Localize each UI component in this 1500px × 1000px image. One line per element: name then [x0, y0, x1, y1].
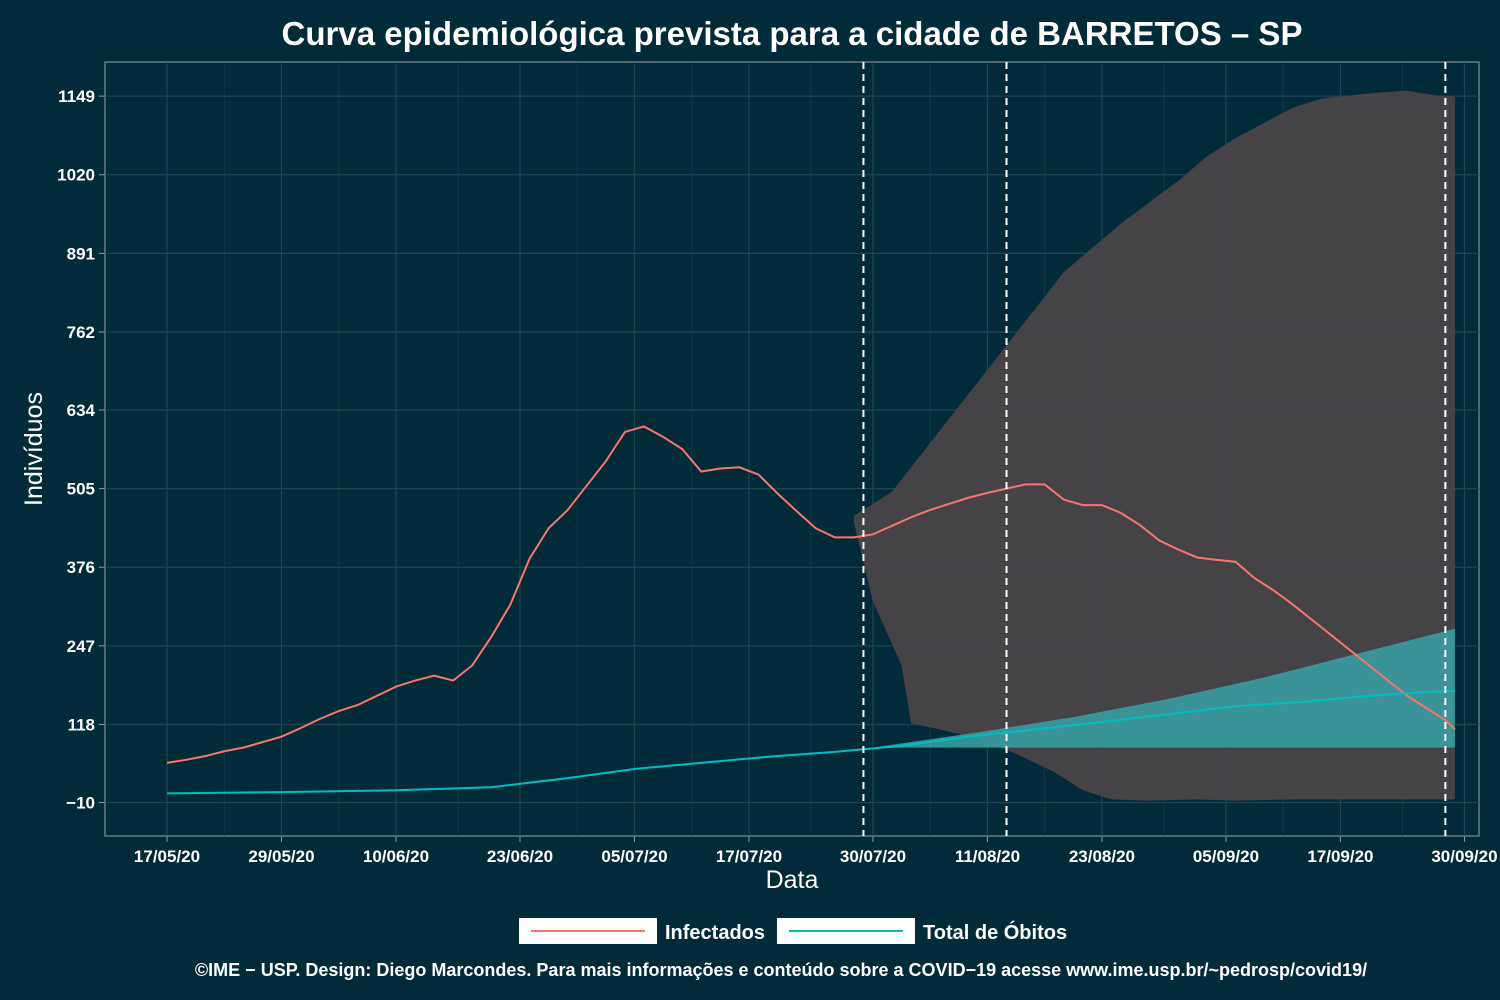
y-axis-ticks: −10 118 247 376 505 634 762 891 1020 1149: [57, 87, 105, 812]
x-tick-label: 30/09/20: [1431, 847, 1497, 866]
series-line-infectados: [166, 425, 1456, 764]
legend-label-obitos: Total de Óbitos: [923, 920, 1067, 944]
reference-lines: [862, 62, 1447, 836]
y-tick-label: 762: [67, 323, 95, 342]
y-tick-label: 1020: [57, 166, 95, 185]
y-axis-title: Indivíduos: [20, 392, 48, 506]
confidence-bands: [853, 90, 1455, 801]
x-tick-label: 05/09/20: [1193, 847, 1259, 866]
band-infectados: [853, 90, 1455, 801]
x-tick-label: 05/07/20: [601, 847, 667, 866]
x-axis-title: Data: [766, 866, 819, 894]
y-tick-label: −10: [66, 793, 95, 812]
x-tick-label: 10/06/20: [363, 847, 429, 866]
legend-label-infectados: Infectados: [665, 922, 765, 944]
x-tick-label: 17/07/20: [716, 847, 782, 866]
x-tick-label: 30/07/20: [840, 847, 906, 866]
band-obitos: [872, 628, 1455, 748]
x-tick-label: 23/06/20: [487, 847, 553, 866]
y-tick-label: 1149: [58, 87, 95, 106]
y-tick-label: 247: [67, 637, 95, 656]
series-lines: [166, 425, 1456, 795]
y-tick-label: 634: [67, 401, 96, 420]
series-line-obitos: [166, 689, 1455, 795]
y-tick-label: 376: [67, 558, 95, 577]
x-tick-label: 23/08/20: [1069, 847, 1135, 866]
x-tick-label: 11/08/20: [955, 847, 1020, 866]
y-tick-label: 118: [68, 715, 95, 734]
x-tick-label: 29/05/20: [248, 847, 314, 866]
x-axis-ticks: 17/05/20 29/05/20 10/06/20 23/06/20 05/07/20…: [134, 836, 1498, 866]
chart-title: Curva epidemiológica prevista para a cid…: [282, 15, 1303, 52]
legend: Infectados Total de Óbitos: [519, 918, 1067, 944]
x-tick-label: 17/09/20: [1307, 847, 1373, 866]
footer-credits: ©IME − USP. Design: Diego Marcondes. Par…: [195, 960, 1367, 980]
x-tick-label: 17/05/20: [134, 847, 200, 866]
y-tick-label: 505: [67, 480, 95, 499]
y-tick-label: 891: [67, 244, 95, 263]
